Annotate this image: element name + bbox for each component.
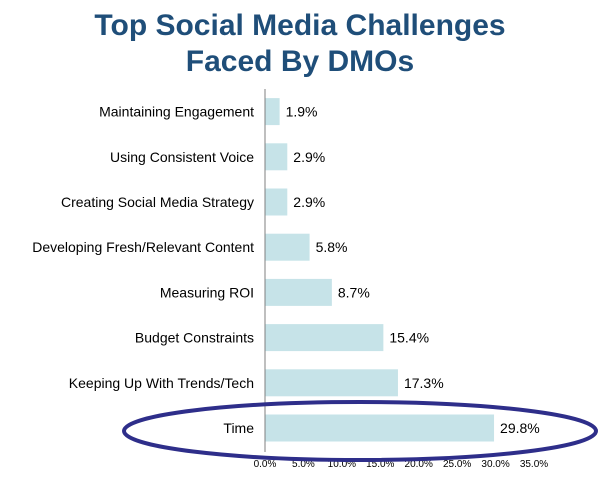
bar: [265, 98, 280, 126]
x-tick-label: 0.0%: [254, 459, 277, 470]
category-label: Measuring ROI: [160, 284, 254, 300]
category-label: Keeping Up With Trends/Tech: [69, 375, 254, 391]
category-label: Time: [223, 420, 254, 436]
category-label: Maintaining Engagement: [99, 104, 254, 120]
category-label: Developing Fresh/Relevant Content: [32, 239, 254, 255]
bar: [265, 143, 288, 171]
data-label: 5.8%: [316, 239, 348, 255]
x-tick-label: 35.0%: [520, 459, 548, 470]
data-label: 29.8%: [500, 420, 540, 436]
x-tick-label: 10.0%: [328, 459, 356, 470]
x-tick-label: 25.0%: [443, 459, 471, 470]
category-label: Using Consistent Voice: [110, 149, 254, 165]
category-label: Creating Social Media Strategy: [61, 194, 254, 210]
chart-title-line-1: Top Social Media Challenges: [94, 9, 506, 42]
chart-title-line-2: Faced By DMOs: [185, 45, 415, 78]
x-tick-label: 30.0%: [481, 459, 509, 470]
x-tick-label: 5.0%: [292, 459, 315, 470]
highlight-ellipse: [122, 400, 598, 462]
data-label: 1.9%: [286, 104, 318, 120]
data-label: 17.3%: [404, 375, 444, 391]
data-label: 2.9%: [293, 149, 325, 165]
bar: [265, 369, 398, 397]
bar: [265, 414, 495, 442]
x-tick-label: 15.0%: [366, 459, 394, 470]
chart-title: Top Social Media Challenges Faced By DMO…: [0, 8, 600, 80]
x-tick-label: 20.0%: [405, 459, 433, 470]
data-label: 2.9%: [293, 194, 325, 210]
bar: [265, 324, 384, 352]
category-label: Budget Constraints: [135, 330, 254, 346]
bar: [265, 233, 310, 261]
bar: [265, 188, 288, 216]
data-label: 15.4%: [389, 330, 429, 346]
bar: [265, 278, 332, 306]
data-label: 8.7%: [338, 284, 370, 300]
